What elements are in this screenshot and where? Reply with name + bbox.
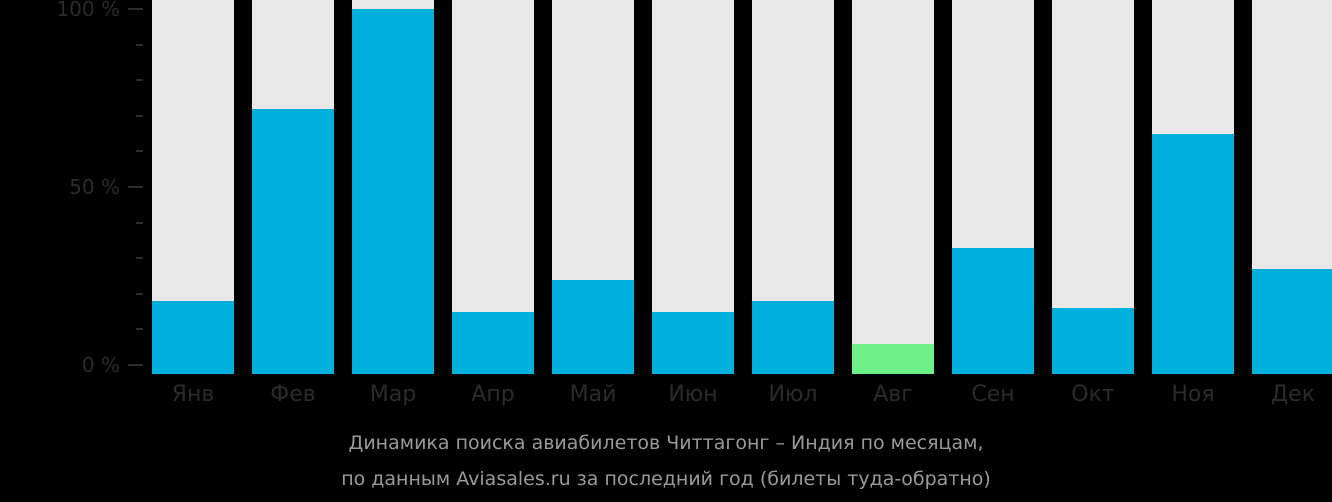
y-label-50: 50 % (69, 175, 120, 199)
bar-10 (1152, 0, 1234, 374)
major-tick (128, 364, 143, 366)
x-label: Май (569, 382, 617, 407)
x-label: Янв (171, 382, 215, 407)
bar-fill (952, 247, 1034, 374)
bar-9 (1052, 0, 1134, 374)
bar-11 (1252, 0, 1332, 374)
bar-5 (652, 0, 734, 374)
x-label: Окт (1071, 382, 1115, 407)
minor-tick (136, 292, 143, 295)
x-label: Июн (668, 382, 718, 407)
bar-fill (1252, 268, 1332, 374)
x-label: Мар (369, 382, 417, 407)
y-label-100: 100 % (56, 0, 120, 21)
minor-tick (136, 79, 143, 82)
bar-fill (552, 279, 634, 374)
x-label: Авг (873, 382, 913, 407)
minor-tick (136, 328, 143, 331)
minor-tick (136, 257, 143, 260)
x-label: Дек (1270, 382, 1315, 407)
major-tick (128, 8, 143, 10)
bar-fill (752, 300, 834, 374)
bar-1 (252, 0, 334, 374)
minor-tick (136, 221, 143, 224)
y-label-0: 0 % (81, 353, 120, 377)
minor-tick (136, 150, 143, 153)
bar-fill (1152, 133, 1234, 374)
bar-2 (352, 0, 434, 374)
caption-line-1: Динамика поиска авиабилетов Читтагонг – … (348, 432, 984, 454)
x-label: Фев (270, 382, 316, 407)
major-tick (128, 186, 143, 188)
bar-fill (852, 343, 934, 374)
bar-8 (952, 0, 1034, 374)
bar-fill (652, 311, 734, 374)
bar-fill (452, 311, 534, 374)
bar-0 (152, 0, 234, 374)
x-label: Июл (768, 382, 818, 407)
bar-fill (152, 300, 234, 374)
bar-fill (252, 108, 334, 374)
bar-fill (352, 9, 434, 374)
minor-tick (136, 114, 143, 117)
bar-7 (852, 0, 934, 374)
bar-fill (1052, 308, 1134, 374)
caption-line-2: по данным Aviasales.ru за последний год … (341, 468, 991, 490)
x-label: Ноя (1171, 382, 1215, 407)
x-label: Сен (971, 382, 1015, 407)
x-label: Апр (471, 382, 515, 407)
bar-6 (752, 0, 834, 374)
bar-4 (552, 0, 634, 374)
minor-tick (136, 43, 143, 46)
bar-3 (452, 0, 534, 374)
